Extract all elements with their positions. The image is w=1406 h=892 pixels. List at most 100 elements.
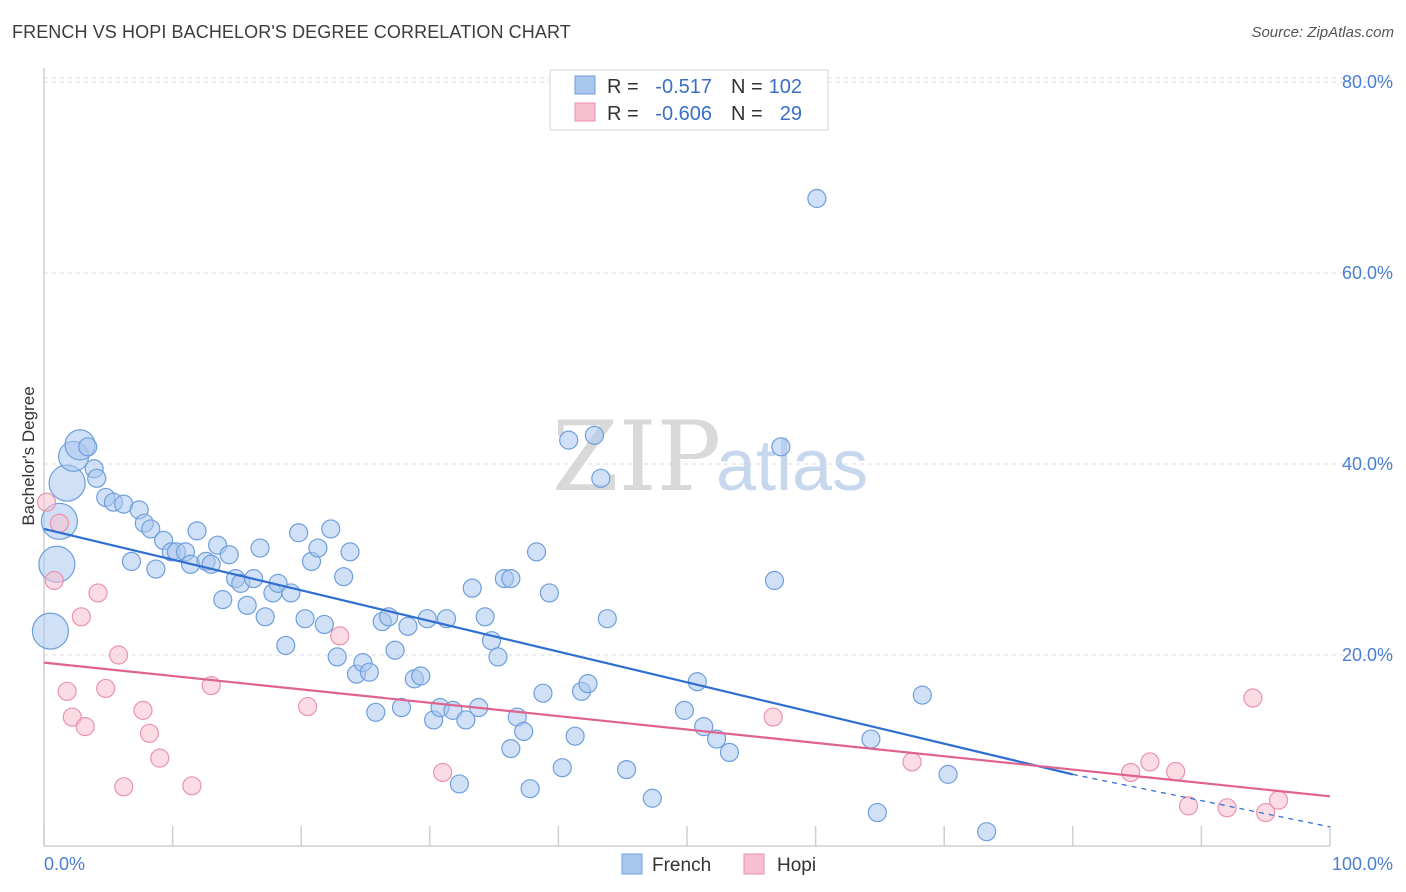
y-tick-label: 20.0%: [1342, 645, 1393, 665]
french-point: [391, 697, 412, 718]
hopi-point: [763, 707, 783, 727]
french-point: [533, 683, 553, 703]
y-tick-labels: 20.0% 40.0% 60.0% 80.0%: [1342, 72, 1393, 665]
french-point: [539, 583, 559, 603]
french-point: [78, 437, 98, 457]
y-tick-label: 80.0%: [1342, 72, 1393, 92]
french-point: [977, 822, 997, 842]
legend-r-value-hopi: -0.606: [655, 103, 712, 125]
french-point: [642, 788, 662, 808]
watermark-zip: ZIP: [552, 401, 721, 513]
watermark: ZIP atlas: [552, 401, 868, 513]
french-point: [488, 647, 508, 667]
french-point: [514, 721, 534, 742]
x-tick-label-min: 0.0%: [44, 854, 85, 874]
french-point: [867, 802, 887, 823]
french-point: [764, 570, 785, 591]
french-point: [526, 542, 547, 562]
french-point: [398, 616, 418, 636]
hopi-point: [108, 645, 129, 665]
french-point: [520, 779, 540, 799]
french-point: [584, 425, 605, 445]
hopi-point: [1256, 802, 1276, 823]
hopi-point: [139, 723, 160, 743]
hopi-point: [62, 707, 82, 727]
french-point: [213, 590, 233, 610]
french-point: [501, 568, 521, 589]
french-point: [308, 538, 328, 558]
french-points: [31, 188, 997, 842]
french-point: [314, 614, 334, 635]
hopi-point: [1166, 761, 1186, 782]
french-point: [276, 635, 296, 656]
french-point: [674, 700, 695, 720]
x-tick-label-max: 100.0%: [1332, 854, 1393, 874]
legend-swatch-hopi: [574, 102, 596, 122]
hopi-point: [1121, 762, 1141, 783]
hopi-points: [36, 492, 1289, 823]
hopi-point: [49, 513, 70, 533]
bottom-legend-swatch-french: [621, 853, 643, 875]
french-point: [559, 430, 579, 450]
top-legend: R = -0.517 N = 102 R = -0.606 N = 29: [549, 69, 829, 131]
french-point: [146, 559, 166, 579]
french-point: [552, 758, 572, 778]
french-point: [385, 640, 405, 660]
french-point: [687, 672, 707, 692]
legend-r-label-hopi: R =: [607, 103, 639, 125]
french-point: [187, 521, 207, 541]
hopi-point: [902, 752, 922, 772]
french-point: [359, 662, 379, 682]
french-point: [616, 759, 637, 780]
french-point: [141, 519, 161, 539]
french-point: [456, 710, 476, 730]
x-ticks: [43, 826, 1331, 846]
bottom-legend-label-french: French: [652, 855, 711, 876]
hopi-point: [96, 678, 116, 699]
french-point: [706, 729, 727, 749]
french-point: [321, 519, 341, 539]
hopi-point: [150, 748, 170, 768]
french-point: [597, 609, 617, 629]
hopi-point: [44, 570, 64, 591]
french-point: [449, 774, 469, 794]
hopi-point: [133, 700, 153, 720]
hopi-point: [75, 717, 95, 737]
hopi-point: [71, 607, 91, 627]
legend-n-value-french: 102: [769, 76, 802, 98]
hopi-point: [57, 681, 77, 701]
french-point: [289, 523, 309, 543]
y-axis-label: Bachelor's Degree: [19, 386, 38, 525]
french-point: [807, 188, 827, 209]
french-point: [219, 545, 239, 565]
bottom-legend-label-hopi: Hopi: [777, 855, 816, 876]
french-point: [861, 729, 881, 749]
french-point: [87, 468, 107, 488]
french-point: [719, 742, 740, 763]
french-point: [591, 468, 611, 488]
french-point: [565, 726, 585, 746]
french-point: [31, 612, 70, 650]
legend-n-value-hopi: 29: [780, 103, 802, 125]
chart-title: FRENCH VS HOPI BACHELOR'S DEGREE CORRELA…: [12, 22, 571, 42]
french-point: [366, 702, 386, 722]
hopi-point: [36, 492, 57, 512]
hopi-point: [1217, 798, 1237, 818]
trendlines: [43, 527, 1331, 828]
french-point: [250, 538, 270, 558]
french-point: [578, 674, 598, 694]
y-tick-label: 40.0%: [1342, 454, 1393, 474]
hopi-point: [1140, 752, 1160, 772]
hopi-point: [433, 762, 453, 783]
french-point: [295, 609, 315, 629]
hopi-trendline: [43, 661, 1331, 798]
hopi-point: [330, 626, 350, 646]
french-point: [121, 551, 142, 572]
french-point: [938, 764, 958, 784]
legend-n-label-hopi: N =: [731, 103, 763, 125]
hopi-point: [114, 777, 134, 797]
french-point: [334, 567, 354, 587]
french-point: [255, 607, 275, 627]
legend-r-value-french: -0.517: [655, 76, 712, 98]
